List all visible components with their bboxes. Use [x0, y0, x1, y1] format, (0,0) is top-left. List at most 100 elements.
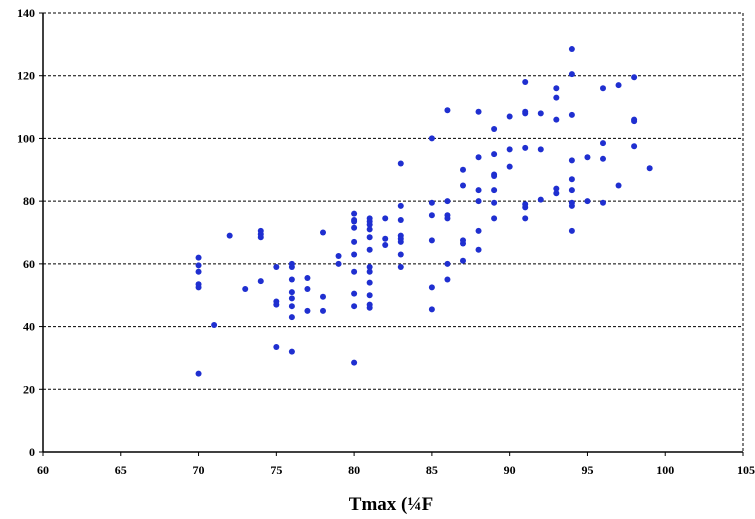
- data-point: [428, 135, 435, 142]
- y-tick-label: 80: [23, 194, 35, 208]
- data-point: [600, 85, 606, 92]
- y-tick-labels: 0 20 40 60 80 100 120 140: [17, 6, 43, 459]
- data-point: [475, 198, 482, 205]
- data-point: [506, 163, 513, 170]
- data-point: [444, 215, 451, 222]
- x-axis-label: Tmax (¼F: [349, 494, 433, 515]
- data-point: [568, 46, 575, 53]
- data-point: [320, 307, 326, 314]
- data-point: [382, 235, 389, 242]
- data-point: [615, 82, 622, 89]
- data-point: [600, 199, 606, 206]
- data-point: [366, 263, 373, 270]
- data-point: [257, 234, 264, 241]
- data-point: [273, 263, 280, 270]
- data-point: [553, 94, 560, 101]
- x-tick-label: 100: [656, 463, 674, 477]
- data-point: [320, 229, 326, 236]
- data-points: [195, 46, 653, 377]
- data-point: [351, 303, 358, 310]
- data-point: [553, 85, 560, 92]
- y-tick-label: 40: [23, 320, 35, 334]
- data-point: [568, 157, 575, 164]
- data-point: [460, 257, 466, 264]
- data-point: [537, 146, 544, 153]
- data-point: [366, 279, 373, 286]
- data-point: [506, 113, 513, 120]
- data-point: [444, 276, 451, 283]
- data-point: [568, 187, 575, 194]
- data-point: [553, 185, 560, 192]
- data-point: [584, 154, 591, 161]
- data-point: [366, 226, 373, 233]
- data-point: [257, 278, 264, 285]
- data-point: [351, 210, 358, 217]
- data-point: [304, 285, 311, 292]
- data-point: [600, 140, 606, 147]
- y-tick-label: 140: [17, 6, 35, 20]
- data-point: [522, 78, 529, 85]
- data-point: [288, 314, 295, 321]
- data-point: [351, 290, 358, 297]
- x-tick-label: 80: [348, 463, 360, 477]
- data-point: [335, 253, 342, 260]
- data-point: [460, 240, 466, 247]
- data-point: [646, 165, 653, 172]
- data-point: [351, 359, 358, 366]
- data-point: [366, 246, 373, 253]
- data-point: [491, 151, 498, 158]
- data-point: [568, 202, 575, 209]
- data-point: [211, 322, 218, 329]
- data-point: [631, 118, 638, 125]
- data-point: [522, 110, 529, 117]
- data-point: [428, 212, 435, 219]
- data-point: [428, 284, 435, 291]
- data-point: [273, 301, 280, 308]
- data-point: [491, 187, 498, 194]
- data-point: [475, 108, 482, 115]
- data-point: [475, 154, 482, 161]
- data-point: [631, 143, 638, 150]
- data-point: [444, 260, 451, 267]
- x-tick-label: 75: [270, 463, 282, 477]
- data-point: [351, 238, 358, 245]
- data-point: [537, 110, 544, 117]
- data-point: [366, 292, 373, 299]
- data-point: [195, 262, 202, 269]
- data-point: [351, 251, 358, 258]
- y-tick-label: 100: [17, 131, 35, 145]
- data-point: [475, 187, 482, 194]
- gridlines: [43, 12, 743, 390]
- data-point: [553, 116, 560, 123]
- data-point: [491, 173, 498, 180]
- data-point: [444, 198, 451, 205]
- data-point: [288, 348, 295, 355]
- data-point: [366, 304, 373, 311]
- data-point: [382, 215, 389, 222]
- data-point: [491, 126, 498, 133]
- data-point: [288, 276, 295, 283]
- data-point: [226, 232, 233, 239]
- data-point: [288, 263, 295, 270]
- data-point: [195, 370, 202, 377]
- data-point: [351, 218, 358, 225]
- data-point: [428, 237, 435, 244]
- data-point: [335, 260, 342, 267]
- data-point: [366, 221, 373, 228]
- data-point: [522, 204, 529, 211]
- data-point: [522, 215, 529, 222]
- x-tick-labels: 60 65 70 75 80 85 90 95 100 105: [37, 452, 755, 477]
- data-point: [288, 303, 295, 310]
- data-point: [366, 268, 373, 275]
- data-point: [195, 268, 202, 275]
- y-tick-label: 20: [23, 382, 35, 396]
- data-point: [242, 285, 249, 292]
- data-point: [553, 190, 560, 197]
- y-tick-label: 60: [23, 257, 35, 271]
- data-point: [397, 251, 404, 258]
- data-point: [397, 216, 404, 223]
- data-point: [195, 284, 202, 291]
- data-point: [366, 234, 373, 241]
- data-point: [537, 196, 544, 203]
- data-point: [428, 199, 435, 206]
